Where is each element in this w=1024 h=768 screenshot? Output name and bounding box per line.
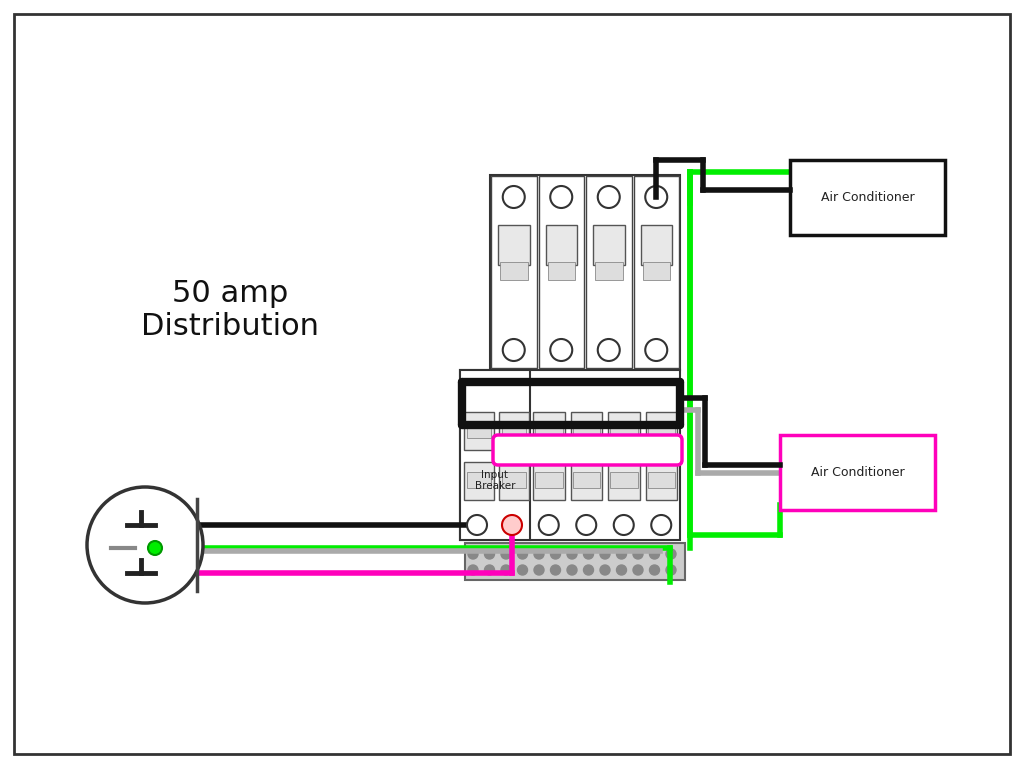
- Circle shape: [616, 565, 627, 575]
- Bar: [572, 422, 600, 438]
- Bar: [780, 435, 935, 510]
- Circle shape: [484, 549, 495, 559]
- Bar: [593, 225, 625, 265]
- Circle shape: [501, 565, 511, 575]
- Bar: [465, 543, 685, 580]
- Circle shape: [598, 186, 620, 208]
- Bar: [490, 176, 537, 368]
- Bar: [645, 412, 677, 450]
- Circle shape: [613, 515, 634, 535]
- Bar: [467, 472, 490, 488]
- Circle shape: [539, 515, 559, 535]
- Circle shape: [550, 186, 572, 208]
- Bar: [546, 225, 577, 265]
- Circle shape: [517, 549, 527, 559]
- Bar: [464, 462, 494, 500]
- Circle shape: [649, 565, 659, 575]
- Bar: [499, 462, 529, 500]
- Bar: [595, 262, 623, 280]
- Bar: [610, 422, 638, 438]
- Circle shape: [534, 565, 544, 575]
- Circle shape: [649, 549, 659, 559]
- Bar: [499, 412, 529, 450]
- Circle shape: [598, 339, 620, 361]
- Bar: [634, 176, 679, 368]
- Circle shape: [651, 515, 672, 535]
- Bar: [572, 472, 600, 488]
- Bar: [500, 262, 527, 280]
- Circle shape: [148, 541, 162, 555]
- Circle shape: [666, 565, 676, 575]
- Circle shape: [551, 549, 560, 559]
- FancyBboxPatch shape: [493, 435, 682, 465]
- Circle shape: [584, 565, 594, 575]
- Bar: [539, 176, 584, 368]
- Circle shape: [633, 565, 643, 575]
- Bar: [490, 175, 680, 370]
- Bar: [642, 262, 670, 280]
- Circle shape: [551, 565, 560, 575]
- Bar: [610, 472, 638, 488]
- Circle shape: [468, 565, 478, 575]
- Circle shape: [503, 339, 524, 361]
- Bar: [645, 462, 677, 500]
- Bar: [548, 262, 575, 280]
- Bar: [464, 412, 494, 450]
- Text: Air Conditioner: Air Conditioner: [811, 466, 904, 479]
- Circle shape: [616, 549, 627, 559]
- Bar: [570, 412, 602, 450]
- Bar: [535, 422, 562, 438]
- Circle shape: [666, 549, 676, 559]
- Bar: [534, 412, 564, 450]
- Bar: [570, 462, 602, 500]
- Circle shape: [87, 487, 203, 603]
- Circle shape: [517, 565, 527, 575]
- Bar: [535, 472, 562, 488]
- Bar: [460, 370, 680, 540]
- Bar: [498, 225, 529, 265]
- Circle shape: [567, 565, 577, 575]
- Circle shape: [503, 186, 524, 208]
- Bar: [640, 225, 672, 265]
- Bar: [467, 422, 490, 438]
- Bar: [647, 422, 675, 438]
- Circle shape: [600, 565, 610, 575]
- Circle shape: [567, 549, 577, 559]
- Bar: [534, 462, 564, 500]
- Circle shape: [502, 515, 522, 535]
- Circle shape: [467, 515, 487, 535]
- Circle shape: [534, 549, 544, 559]
- Bar: [608, 412, 640, 450]
- Circle shape: [645, 186, 668, 208]
- Text: 50 amp
Distribution: 50 amp Distribution: [141, 279, 319, 341]
- Circle shape: [645, 339, 668, 361]
- Bar: [460, 370, 530, 540]
- Bar: [586, 176, 632, 368]
- Circle shape: [584, 549, 594, 559]
- Bar: [502, 472, 526, 488]
- Circle shape: [484, 565, 495, 575]
- Circle shape: [577, 515, 596, 535]
- Bar: [790, 160, 945, 235]
- Circle shape: [600, 549, 610, 559]
- Circle shape: [550, 339, 572, 361]
- Bar: [502, 422, 526, 438]
- Circle shape: [468, 549, 478, 559]
- Circle shape: [633, 549, 643, 559]
- Circle shape: [501, 549, 511, 559]
- Bar: [608, 462, 640, 500]
- Bar: [647, 472, 675, 488]
- Text: Air Conditioner: Air Conditioner: [820, 191, 914, 204]
- Text: Input
Breaker: Input Breaker: [475, 470, 515, 492]
